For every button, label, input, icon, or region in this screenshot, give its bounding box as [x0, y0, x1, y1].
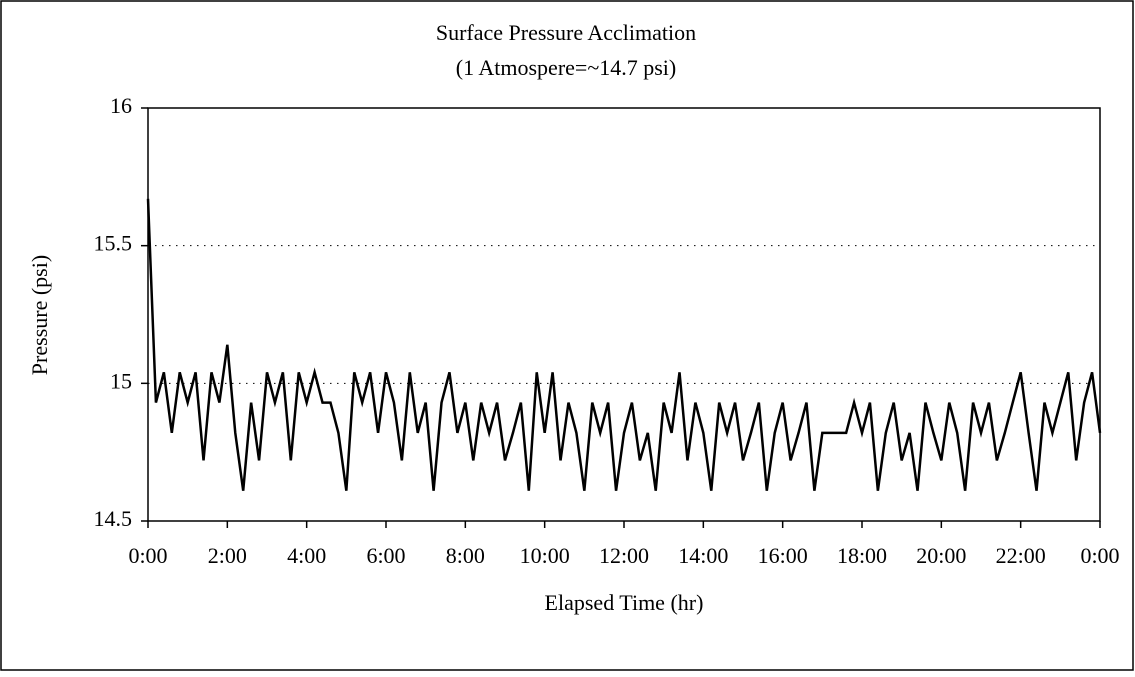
x-tick-label: 22:00: [996, 543, 1046, 568]
chart-title: Surface Pressure Acclimation: [436, 20, 696, 45]
x-tick-label: 8:00: [446, 543, 485, 568]
y-tick-label: 14.5: [94, 506, 133, 531]
x-axis-label: Elapsed Time (hr): [545, 590, 704, 615]
x-tick-label: 0:00: [1080, 543, 1119, 568]
x-tick-label: 16:00: [758, 543, 808, 568]
y-tick-label: 15.5: [94, 231, 133, 256]
x-tick-label: 0:00: [128, 543, 167, 568]
x-tick-label: 12:00: [599, 543, 649, 568]
x-tick-label: 14:00: [678, 543, 728, 568]
x-tick-label: 18:00: [837, 543, 887, 568]
y-tick-label: 16: [110, 93, 132, 118]
plot-frame: [147, 107, 1101, 522]
x-tick-label: 10:00: [520, 543, 570, 568]
x-tick-label: 20:00: [916, 543, 966, 568]
x-tick-label: 2:00: [208, 543, 247, 568]
x-tick-label: 4:00: [287, 543, 326, 568]
x-tick-label: 6:00: [366, 543, 405, 568]
y-tick-label: 15: [110, 368, 132, 393]
data-line: [146, 198, 1102, 491]
chart-subtitle: (1 Atmospere=~14.7 psi): [456, 55, 676, 80]
y-axis-label: Pressure (psi): [27, 255, 52, 375]
